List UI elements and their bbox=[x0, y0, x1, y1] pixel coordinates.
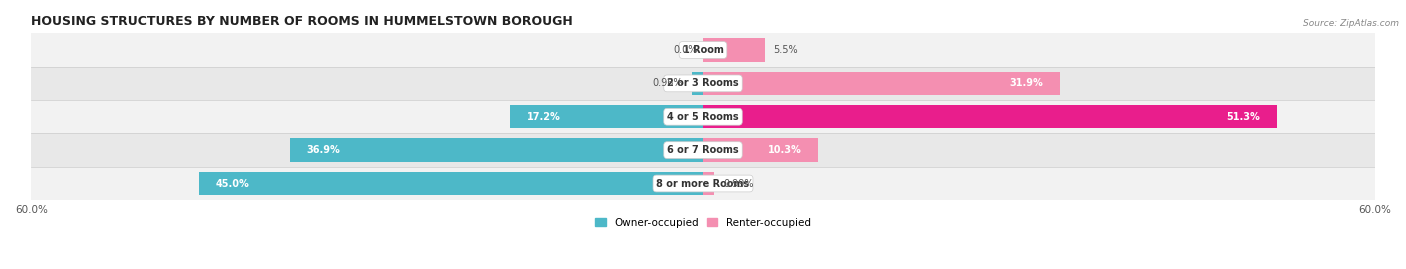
Text: Source: ZipAtlas.com: Source: ZipAtlas.com bbox=[1303, 19, 1399, 28]
Bar bbox=[31, 133, 1375, 167]
Text: 4 or 5 Rooms: 4 or 5 Rooms bbox=[668, 112, 738, 122]
Bar bbox=[31, 167, 1375, 200]
Text: 51.3%: 51.3% bbox=[1226, 112, 1260, 122]
Legend: Owner-occupied, Renter-occupied: Owner-occupied, Renter-occupied bbox=[591, 213, 815, 232]
Bar bbox=[200, 172, 703, 195]
Text: 45.0%: 45.0% bbox=[217, 179, 250, 189]
Text: 31.9%: 31.9% bbox=[1010, 78, 1043, 89]
Text: 0.0%: 0.0% bbox=[673, 45, 697, 55]
Bar bbox=[31, 33, 1375, 67]
Text: 10.3%: 10.3% bbox=[768, 145, 801, 155]
Bar bbox=[703, 38, 765, 62]
Bar bbox=[31, 67, 1375, 100]
Bar bbox=[31, 100, 1375, 133]
Text: 2 or 3 Rooms: 2 or 3 Rooms bbox=[668, 78, 738, 89]
Bar bbox=[703, 139, 818, 162]
Text: 5.5%: 5.5% bbox=[773, 45, 799, 55]
Bar bbox=[510, 105, 703, 128]
Text: 0.99%: 0.99% bbox=[723, 179, 754, 189]
Text: 17.2%: 17.2% bbox=[527, 112, 561, 122]
Text: 36.9%: 36.9% bbox=[307, 145, 340, 155]
Bar bbox=[703, 172, 714, 195]
Bar bbox=[703, 105, 1277, 128]
Text: 8 or more Rooms: 8 or more Rooms bbox=[657, 179, 749, 189]
Bar bbox=[703, 72, 1060, 95]
Text: 1 Room: 1 Room bbox=[682, 45, 724, 55]
Text: HOUSING STRUCTURES BY NUMBER OF ROOMS IN HUMMELSTOWN BOROUGH: HOUSING STRUCTURES BY NUMBER OF ROOMS IN… bbox=[31, 15, 574, 28]
Bar bbox=[290, 139, 703, 162]
Text: 6 or 7 Rooms: 6 or 7 Rooms bbox=[668, 145, 738, 155]
Bar bbox=[692, 72, 703, 95]
Text: 0.96%: 0.96% bbox=[652, 78, 683, 89]
